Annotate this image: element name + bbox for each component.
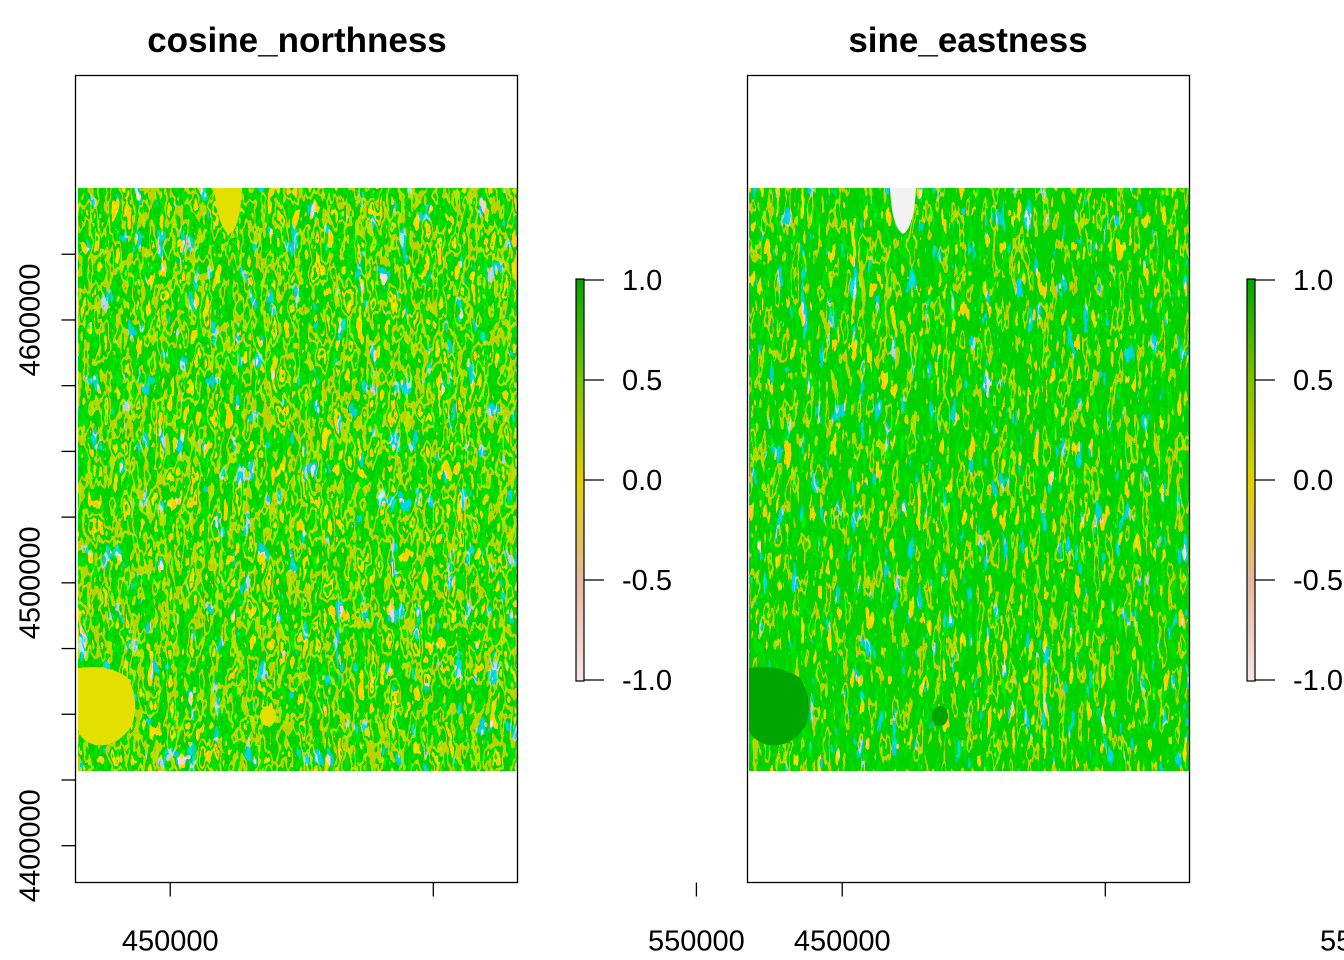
x-axis-sine-eastness: 450000 550000: [794, 882, 1344, 958]
legend-tick-label: -1.0: [622, 665, 672, 697]
x-tick-label: 450000: [122, 926, 219, 958]
raster-texture: [78, 188, 517, 771]
x-tick-label: 450000: [794, 926, 891, 958]
x-tick-label: 550000: [1320, 926, 1344, 958]
raster-sine-eastness: [749, 188, 1190, 771]
lake-southwest: [78, 667, 136, 746]
legend-tick-label: 0.5: [622, 365, 662, 397]
plot-title-sine-eastness: sine_eastness: [848, 21, 1087, 60]
legend-colorbar: [575, 278, 585, 682]
panel-sine-eastness: sine_eastness 450000 550000 1.0 0.5 0.0 -0.5…: [746, 21, 1344, 958]
nodata-north: [890, 188, 916, 234]
y-tick-label: 4600000: [15, 264, 47, 377]
legend-colorbar: [1246, 278, 1256, 682]
x-tick-label: 550000: [648, 926, 745, 958]
y-axis-cosine-northness: 4400000 4500000 4600000: [15, 253, 76, 902]
plot-frame-sine-eastness: [746, 74, 1191, 884]
legend-cosine-northness: 1.0 0.5 0.0 -0.5 -1.0: [575, 265, 672, 697]
y-tick-label: 4500000: [15, 526, 47, 639]
legend-tick-label: -0.5: [622, 565, 672, 597]
y-tick-label: 4400000: [15, 789, 47, 902]
lake-small: [260, 706, 276, 726]
legend-tick-label: 0.0: [622, 465, 662, 497]
legend-tick-label: 1.0: [622, 265, 662, 297]
legend-tick-label: -0.5: [1293, 565, 1343, 597]
legend-sine-eastness: 1.0 0.5 0.0 -0.5 -1.0: [1246, 265, 1343, 697]
raster-texture: [749, 188, 1190, 771]
legend-tick-label: -1.0: [1293, 665, 1343, 697]
panel-cosine-northness: cosine_northness 450000 550000 4400000 450…: [15, 21, 745, 958]
lake-north: [214, 188, 242, 234]
lake-small: [932, 706, 948, 726]
legend-tick-label: 0.0: [1293, 465, 1333, 497]
raster-cosine-northness: [78, 188, 517, 771]
legend-tick-label: 1.0: [1293, 265, 1333, 297]
lake-southwest: [749, 667, 809, 746]
plot-frame-cosine-northness: [74, 74, 519, 884]
plot-title-cosine-northness: cosine_northness: [147, 21, 447, 60]
x-axis-cosine-northness: 450000 550000: [122, 882, 745, 958]
legend-tick-label: 0.5: [1293, 365, 1333, 397]
